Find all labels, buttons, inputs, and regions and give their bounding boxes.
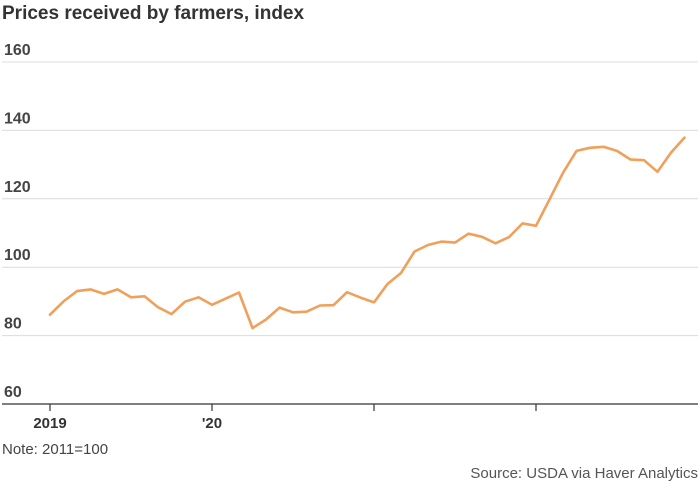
chart-note: Note: 2011=100	[2, 441, 109, 458]
y-tick-label: 100	[4, 247, 31, 264]
y-tick-label: 60	[4, 384, 22, 401]
y-tick-label: 160	[4, 42, 31, 59]
y-tick-label: 120	[4, 179, 31, 196]
x-tick-label: 2019	[33, 415, 66, 432]
series-line	[48, 136, 686, 330]
chart-title: Prices received by farmers, index	[2, 3, 305, 24]
y-tick-label: 140	[4, 110, 31, 127]
y-tick-label: 80	[4, 316, 22, 333]
x-tick-label: '20	[202, 415, 222, 432]
chart-source: Source: USDA via Haver Analytics	[470, 465, 698, 482]
